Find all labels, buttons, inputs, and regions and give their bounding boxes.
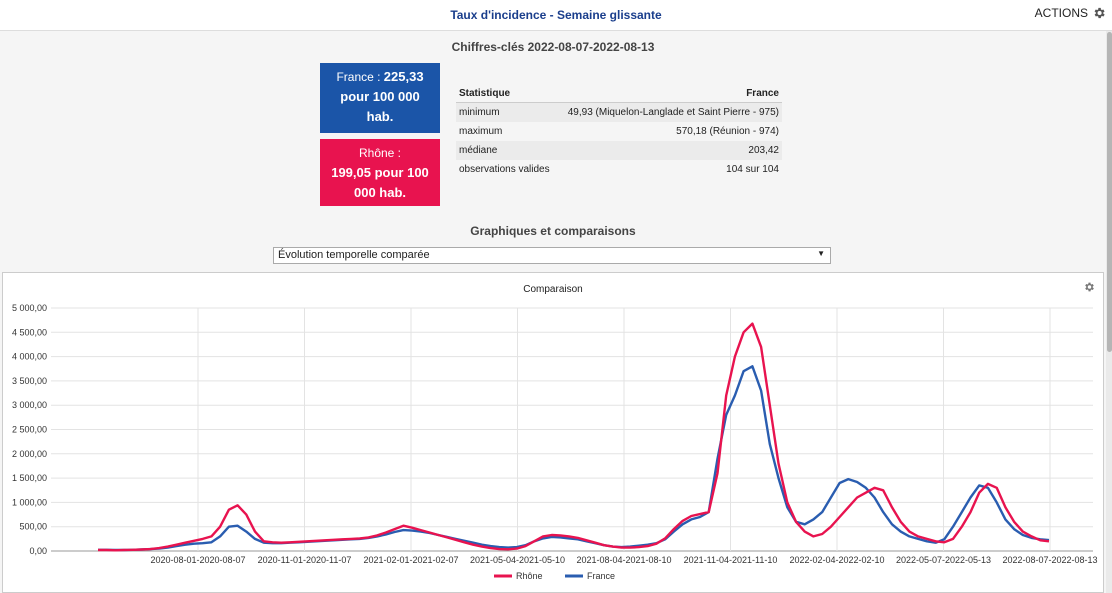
series-line-rhne — [98, 322, 1050, 552]
stats-header-row: Statistique France — [456, 85, 782, 103]
france-card-unit: pour 100 000 hab. — [340, 89, 420, 124]
top-bar: Taux d'incidence - Semaine glissante ACT… — [0, 0, 1112, 31]
france-card-value: 225,33 — [383, 69, 424, 84]
stats-label: médiane — [456, 141, 557, 160]
stats-label: maximum — [459, 126, 503, 137]
comparison-chart: 0,00 500,00 1 000,00 1 500,00 2 000,00 2 500,… — [12, 303, 1098, 581]
table-row: maximum 570,18 (Réunion - 974) — [456, 122, 782, 141]
x-tick-label: 2022-02-04-2022-02-10 — [789, 555, 884, 565]
y-tick-label: 0,00 — [29, 546, 47, 556]
y-tick-label: 2 000,00 — [12, 449, 47, 459]
chart-type-select-value: Évolution temporelle comparée — [278, 249, 430, 261]
stats-value: 49,93 (Miquelon-Langlade et Saint Pierre… — [556, 102, 782, 122]
rhone-card-prefix: Rhône : — [358, 146, 402, 160]
stats-header-france: France — [556, 85, 782, 103]
stats-value: 570,18 (Réunion - 974) — [676, 126, 779, 137]
chart-type-select[interactable]: Évolution temporelle comparée ▼ — [273, 247, 831, 264]
app-title: Taux d'incidence - Semaine glissante — [450, 8, 662, 22]
stats-label: minimum — [456, 102, 557, 122]
table-row: observations valides 104 sur 104 — [456, 160, 782, 179]
legend-label: Rhône — [516, 571, 543, 581]
x-tick-label: 2021-11-04-2021-11-10 — [684, 555, 778, 565]
y-tick-label: 500,00 — [19, 522, 47, 532]
x-tick-label: 2020-08-01-2020-08-07 — [150, 555, 245, 565]
main-panel: Chiffres-clés 2022-08-07-2022-08-13 Fran… — [0, 31, 1106, 593]
page-scrollbar-thumb[interactable] — [1107, 32, 1112, 352]
gear-icon — [1085, 282, 1094, 292]
france-card: France : 225,33 pour 100 000 hab. — [320, 63, 440, 133]
actions-menu-button[interactable]: ACTIONS — [1035, 6, 1106, 20]
chart-panel: Comparaison 0,00 500,00 1 000,00 1 500,00 2 … — [2, 272, 1104, 593]
actions-label: ACTIONS — [1034, 6, 1088, 20]
key-figures-title: Chiffres-clés 2022-08-07-2022-08-13 — [451, 40, 655, 54]
chart-title: Comparaison — [523, 284, 583, 295]
table-row: médiane 203,42 — [456, 141, 782, 160]
y-tick-label: 3 500,00 — [12, 376, 47, 386]
y-tick-label: 1 500,00 — [12, 473, 47, 483]
rhone-card: Rhône : 199,05 pour 100 000 hab. — [320, 139, 440, 206]
x-tick-label: 2022-08-07-2022-08-13 — [1002, 555, 1097, 565]
x-tick-label: 2021-05-04-2021-05-10 — [470, 555, 565, 565]
y-tick-label: 4 500,00 — [12, 327, 47, 337]
france-card-prefix: France : — [336, 70, 384, 84]
stats-value: 104 sur 104 — [726, 164, 779, 175]
chart-settings-button[interactable] — [1083, 280, 1095, 298]
y-tick-label: 5 000,00 — [12, 303, 47, 313]
stats-table: Statistique France minimum 49,93 (Miquel… — [456, 85, 782, 179]
y-tick-label: 1 000,00 — [12, 497, 47, 507]
x-tick-label: 2020-11-01-2020-11-07 — [258, 555, 352, 565]
y-tick-label: 4 000,00 — [12, 352, 47, 362]
x-tick-label: 2022-05-07-2022-05-13 — [896, 555, 991, 565]
gear-icon — [1094, 7, 1105, 19]
y-tick-label: 2 500,00 — [12, 425, 47, 435]
x-tick-label: 2021-02-01-2021-02-07 — [363, 555, 458, 565]
series-line-france — [98, 365, 1050, 552]
rhone-card-value: 199,05 pour 100 000 hab. — [331, 165, 429, 200]
y-tick-label: 3 000,00 — [12, 400, 47, 410]
x-tick-label: 2021-08-04-2021-08-10 — [576, 555, 671, 565]
table-row: minimum 49,93 (Miquelon-Langlade et Sain… — [456, 102, 782, 122]
stats-label: observations valides — [459, 164, 550, 175]
stats-header-statistic: Statistique — [456, 85, 557, 103]
stats-value: 203,42 — [556, 141, 782, 160]
graphs-title: Graphiques et comparaisons — [470, 224, 636, 238]
caret-down-icon: ▼ — [817, 249, 825, 258]
legend-label: France — [587, 571, 615, 581]
